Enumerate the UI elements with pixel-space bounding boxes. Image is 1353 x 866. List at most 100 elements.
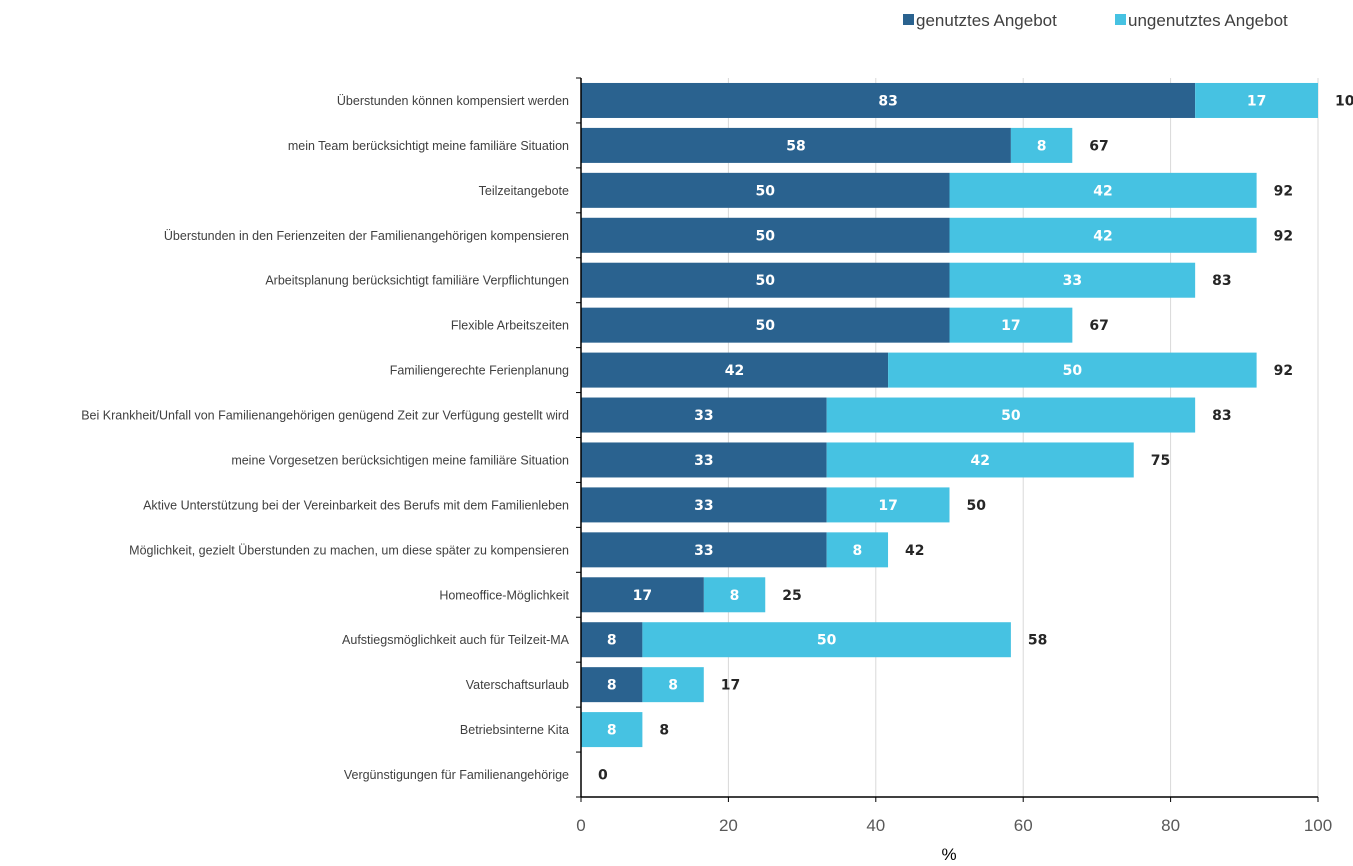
bar-segment xyxy=(826,397,1196,433)
bar-segment xyxy=(949,262,1196,298)
data-label: 33 xyxy=(694,453,713,469)
data-label: 83 xyxy=(878,93,897,109)
bar-segment xyxy=(581,622,643,658)
category-label: Überstunden in den Ferienzeiten der Fami… xyxy=(164,229,569,243)
category-label: Möglichkeit, gezielt Überstunden zu mach… xyxy=(129,543,569,557)
x-tick-label: 100 xyxy=(1304,816,1332,835)
bar-segment xyxy=(581,217,950,253)
total-label: 75 xyxy=(1151,453,1170,469)
bar-segment xyxy=(581,172,950,208)
bar-segment xyxy=(581,577,704,613)
bar-segment xyxy=(949,172,1257,208)
legend-label: genutztes Angebot xyxy=(916,11,1057,30)
data-label: 50 xyxy=(756,183,776,199)
data-label: 50 xyxy=(756,273,776,289)
category-label: Flexible Arbeitszeiten xyxy=(451,319,569,333)
total-label: 83 xyxy=(1212,273,1231,289)
bar-segment xyxy=(703,577,766,613)
total-label: 25 xyxy=(782,588,801,604)
data-label: 17 xyxy=(1247,93,1266,109)
category-label: Überstunden können kompensiert werden xyxy=(337,94,569,108)
bar-segment xyxy=(642,667,704,703)
category-label: Vaterschaftsurlaub xyxy=(466,678,569,692)
x-axis-title: % xyxy=(941,845,956,864)
bar-segment xyxy=(581,262,950,298)
total-label: 92 xyxy=(1274,228,1293,244)
x-tick-label: 60 xyxy=(1014,816,1033,835)
category-label: Vergünstigungen für Familienangehörige xyxy=(344,768,569,782)
total-label: 42 xyxy=(905,543,924,559)
data-label: 33 xyxy=(694,498,713,514)
total-label: 100 xyxy=(1335,93,1353,109)
total-label: 50 xyxy=(967,498,987,514)
data-label: 42 xyxy=(1093,183,1112,199)
bar-segment xyxy=(826,442,1134,478)
bar-segment xyxy=(581,532,827,568)
category-label: Betriebsinterne Kita xyxy=(460,723,569,737)
bar-segment xyxy=(581,307,950,343)
data-label: 42 xyxy=(970,453,989,469)
bar-segment xyxy=(826,532,889,568)
data-label: 33 xyxy=(1063,273,1082,289)
bar-segment xyxy=(888,352,1257,388)
data-label: 50 xyxy=(817,633,837,649)
data-label: 42 xyxy=(1093,228,1112,244)
bar-segment xyxy=(949,217,1257,253)
total-label: 0 xyxy=(598,768,608,784)
data-label: 58 xyxy=(786,138,805,154)
bar-segment xyxy=(581,712,643,748)
x-tick-label: 0 xyxy=(576,816,585,835)
data-label: 8 xyxy=(607,678,617,694)
bar-segment xyxy=(1010,127,1073,163)
category-label: mein Team berücksichtigt meine familiäre… xyxy=(288,139,569,153)
category-label: Bei Krankheit/Unfall von Familienangehör… xyxy=(81,409,569,423)
bar-segment xyxy=(581,397,827,433)
data-label: 8 xyxy=(852,543,862,559)
legend-swatch xyxy=(1115,14,1126,25)
axes xyxy=(576,77,1319,802)
category-label: Teilzeitangebote xyxy=(479,184,569,198)
data-label: 50 xyxy=(756,318,776,334)
bar-segment xyxy=(642,622,1011,658)
category-label: Arbeitsplanung berücksichtigt familiäre … xyxy=(265,274,569,288)
bars: 83 17 100 58 8 67 50 42 92 50 42 92 50 33 83 50 17 67 42 50… xyxy=(576,82,1353,784)
category-label: Homeoffice-Möglichkeit xyxy=(439,588,569,602)
legend: genutztes Angebot ungenutztes Angebot xyxy=(903,11,1288,30)
category-label: Aktive Unterstützung bei der Vereinbarke… xyxy=(143,498,569,512)
data-label: 50 xyxy=(756,228,776,244)
data-label: 8 xyxy=(1037,138,1047,154)
data-label: 50 xyxy=(1001,408,1021,424)
data-label: 42 xyxy=(725,363,744,379)
bar-segment xyxy=(581,667,643,703)
total-label: 83 xyxy=(1212,408,1231,424)
data-label: 33 xyxy=(694,543,713,559)
bar-segment xyxy=(581,487,827,523)
data-label: 50 xyxy=(1063,363,1083,379)
total-label: 67 xyxy=(1089,318,1108,334)
category-labels: Überstunden können kompensiert werden mei… xyxy=(81,94,569,782)
x-tick-label: 80 xyxy=(1161,816,1180,835)
x-tick-label: 40 xyxy=(866,816,885,835)
bar-segment xyxy=(949,307,1073,343)
data-label: 8 xyxy=(607,633,617,649)
bar-segment xyxy=(581,442,827,478)
legend-label: ungenutztes Angebot xyxy=(1128,11,1288,30)
bar-segment xyxy=(1195,82,1318,118)
bar-segment xyxy=(826,487,950,523)
data-label: 8 xyxy=(607,723,617,739)
total-label: 92 xyxy=(1274,183,1293,199)
data-label: 17 xyxy=(633,588,652,604)
data-label: 17 xyxy=(1001,318,1020,334)
data-label: 8 xyxy=(668,678,678,694)
total-label: 17 xyxy=(721,678,740,694)
data-label: 17 xyxy=(878,498,897,514)
total-label: 92 xyxy=(1274,363,1293,379)
data-label: 33 xyxy=(694,408,713,424)
data-label: 8 xyxy=(730,588,740,604)
category-label: meine Vorgesetzen berücksichtigen meine … xyxy=(231,453,569,467)
bar-segment xyxy=(581,82,1196,118)
bar-segment xyxy=(581,352,889,388)
x-tick-labels: 0 20 40 60 80 100 xyxy=(576,816,1332,835)
total-label: 8 xyxy=(659,723,669,739)
